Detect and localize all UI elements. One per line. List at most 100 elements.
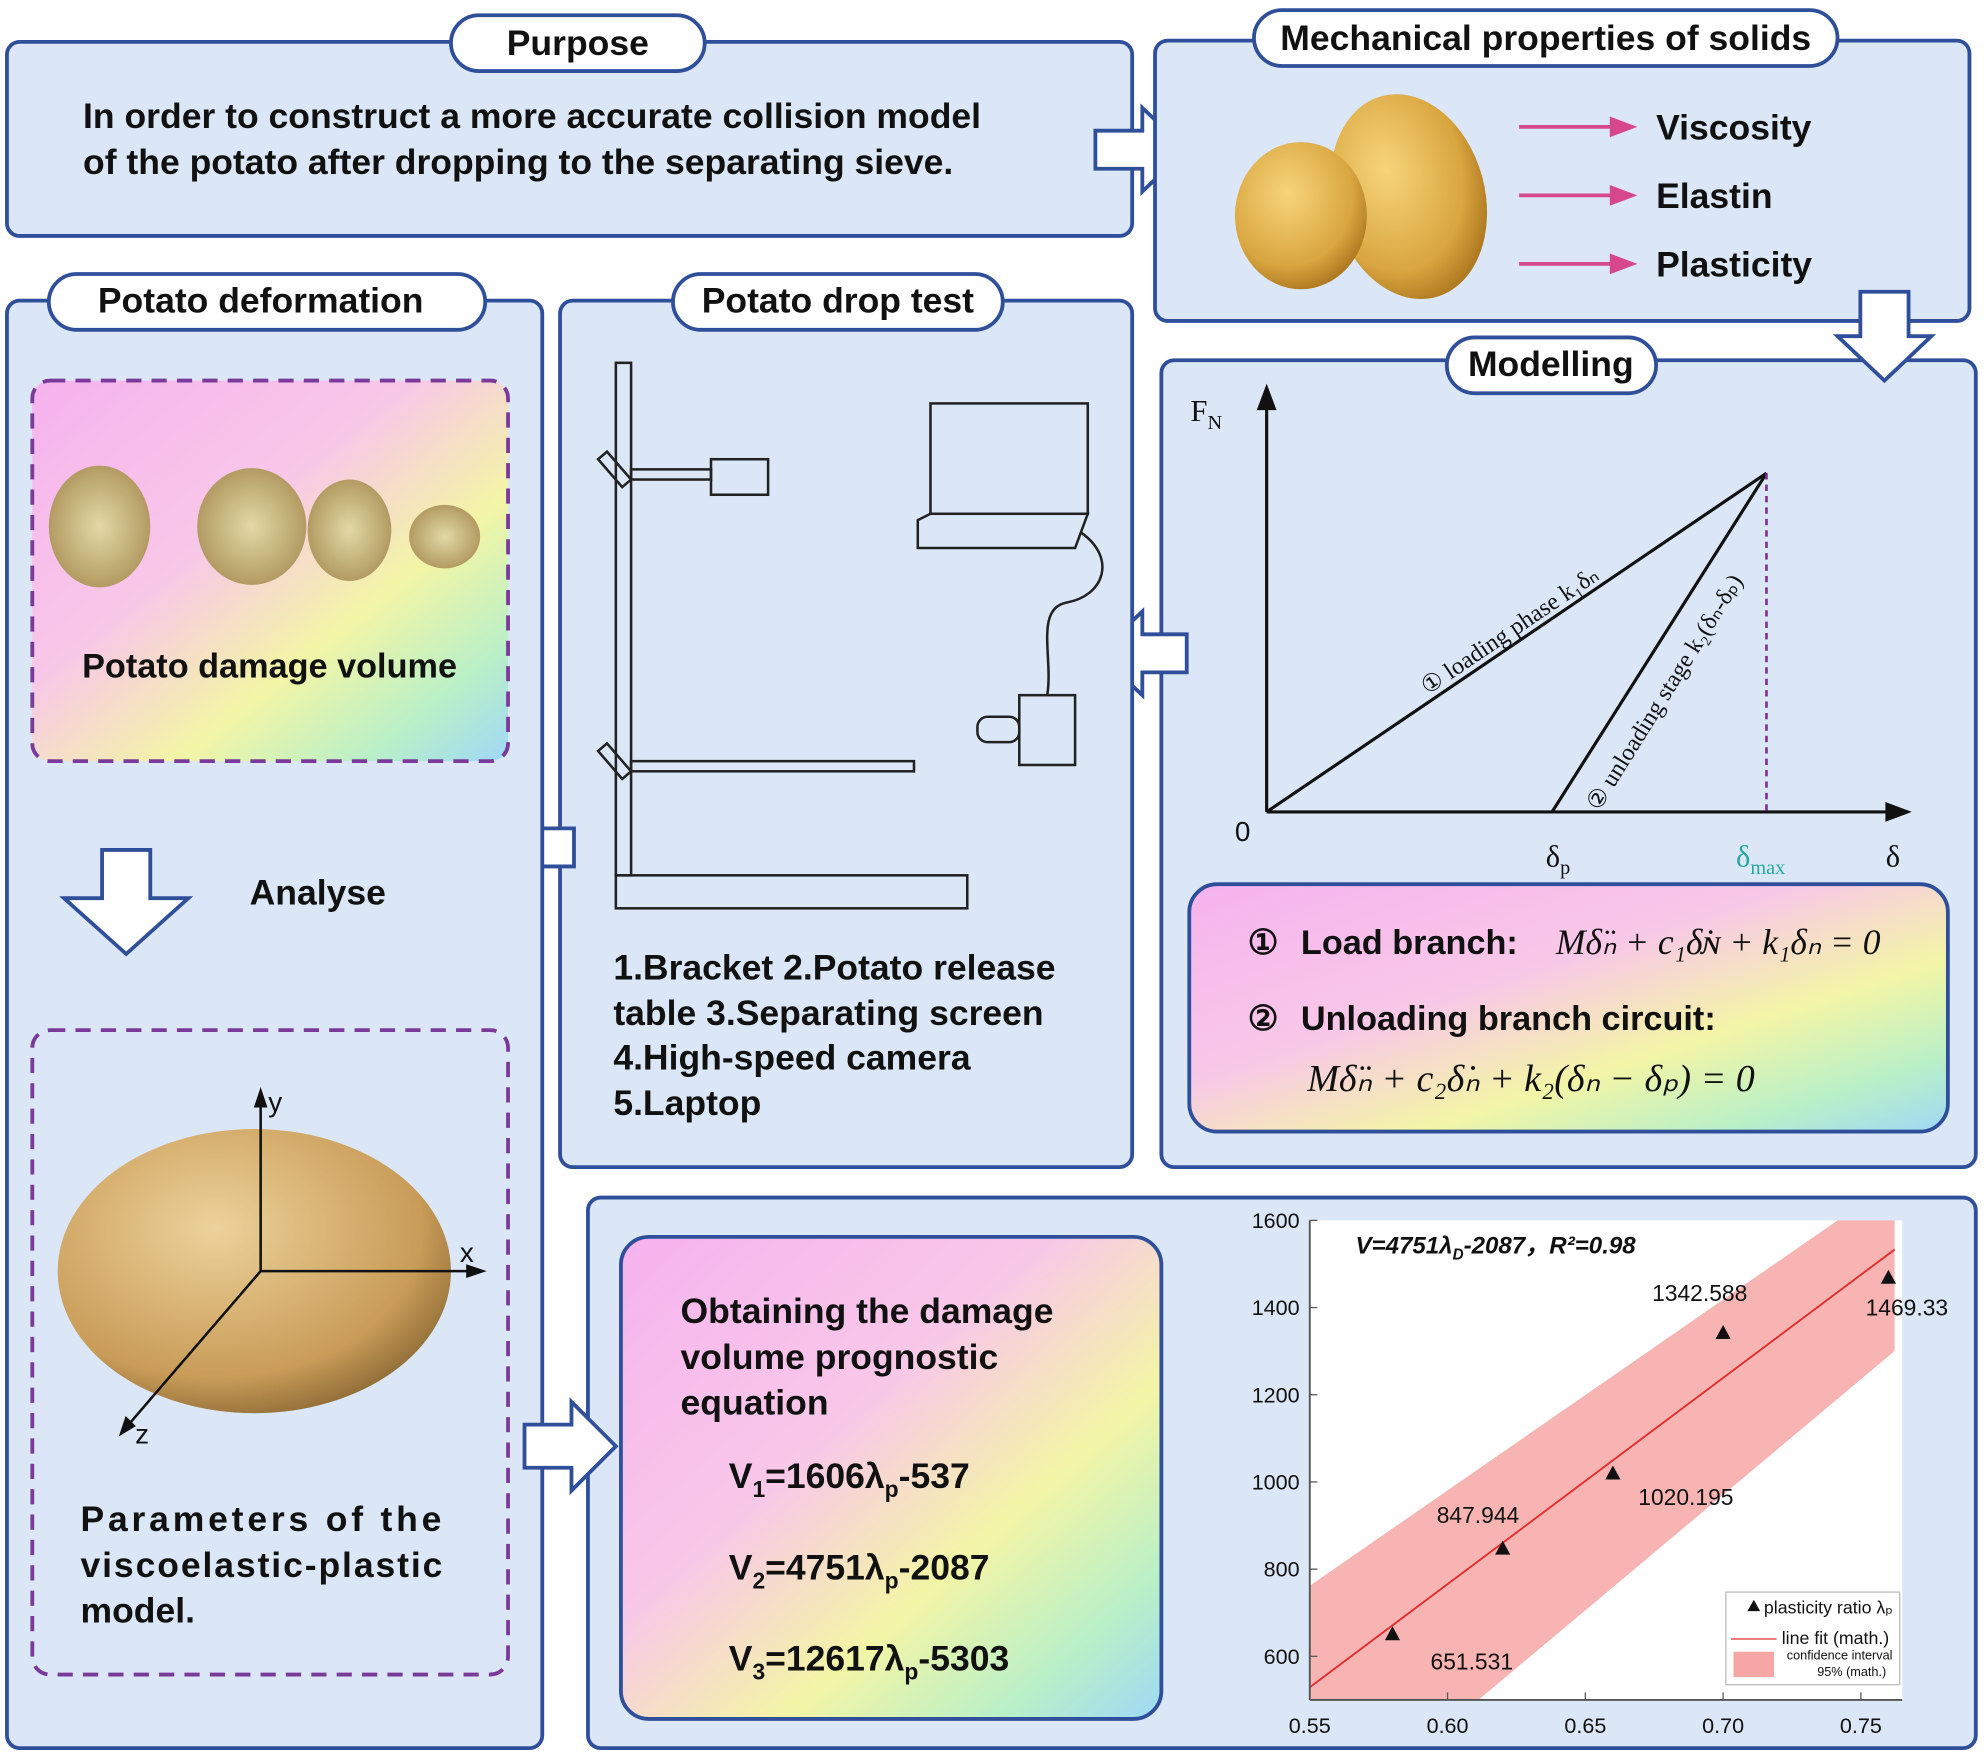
origin: 0 <box>1235 816 1251 847</box>
text: p <box>904 1659 918 1685</box>
pill <box>449 13 707 73</box>
prognosis-title: Obtaining the damage <box>681 1291 1054 1331</box>
equation-label: Load branch: <box>1301 924 1518 962</box>
delta-p: δp <box>1546 839 1570 879</box>
x-tick-label: 0.65 <box>1564 1713 1606 1738</box>
caption: 1.Bracket 2.Potato release <box>613 947 1055 987</box>
text: p <box>885 1567 899 1593</box>
equation-box <box>1187 882 1950 1134</box>
caption: 5.Laptop <box>613 1083 761 1123</box>
data-point <box>1880 1269 1897 1284</box>
parameters-text: model. <box>81 1591 195 1631</box>
data-label: 1342.588 <box>1652 1280 1747 1306</box>
text: =1606λ <box>765 1456 885 1496</box>
mechanical-label: Mechanical properties of solids <box>1280 18 1811 58</box>
arrow <box>522 1397 619 1496</box>
x-tick-label: 0.55 <box>1289 1713 1331 1738</box>
purpose-text: of the potato after dropping to the sepa… <box>83 142 953 182</box>
legend-marker <box>1747 1599 1761 1612</box>
text: F <box>1191 394 1208 428</box>
caption: table 3.Separating screen <box>613 993 1043 1033</box>
data-point <box>1715 1324 1731 1339</box>
fit-line <box>1309 1248 1896 1688</box>
parameters-text: viscoelastic-plastic <box>81 1545 445 1585</box>
fit-equation: V=4751λD-2087，R²=0.98 <box>1355 1232 1636 1263</box>
text: p <box>885 1476 899 1502</box>
text: V=4751λ <box>1355 1232 1452 1259</box>
model-box <box>30 1028 510 1677</box>
data-label: 1020.195 <box>1638 1484 1733 1510</box>
legend-text: line fit (math.) <box>1782 1628 1890 1648</box>
data-point <box>1495 1540 1511 1555</box>
equation: Mδ̈ₙ + c₂δ̇ₙ + k₂(δₙ − δₚ) = 0 <box>1306 1058 1755 1100</box>
apparatus <box>596 361 1104 910</box>
text: 1 <box>752 1476 765 1502</box>
text: δ <box>1546 839 1560 873</box>
potato-image <box>57 1129 451 1414</box>
legend-text: plasticity ratio λₚ <box>1764 1598 1893 1618</box>
text: max <box>1750 857 1785 879</box>
equations: V1=1606λp-537V2=4751λp-2087V3=12617λp-53… <box>729 1456 1009 1685</box>
y-tick-label: 1000 <box>1252 1470 1300 1495</box>
potato-sample <box>48 465 151 588</box>
data-point <box>1605 1465 1621 1480</box>
text: -5303 <box>918 1639 1009 1679</box>
data-label: 1469.33 <box>1866 1294 1949 1320</box>
equation: V1=1606λp-537 <box>729 1456 970 1502</box>
prognosis-title: volume prognostic <box>681 1337 999 1377</box>
potato-sample <box>307 479 392 582</box>
prognosis-title: equation <box>681 1382 829 1422</box>
y-tick-label: 1600 <box>1252 1208 1300 1233</box>
x-tick-label: 0.60 <box>1427 1713 1469 1738</box>
data-label: 651.531 <box>1431 1648 1514 1674</box>
fit-chart: 0.55 0.60 0.65 0.70 0.75 600 800 1000 1200 1400 16… <box>1252 1208 1948 1738</box>
text: 3 <box>752 1659 765 1685</box>
equation: V3=12617λp-5303 <box>729 1639 1009 1685</box>
text: =12617λ <box>765 1639 905 1679</box>
purpose-label: Purpose <box>507 23 649 63</box>
text: V <box>729 1639 753 1679</box>
potato-sample <box>197 468 307 585</box>
y-tick-label: 800 <box>1264 1557 1300 1582</box>
legend-marker <box>1733 1651 1775 1678</box>
equation: Mδ̈ₙ + c₁δ̇ɴ + k₁δₙ = 0 <box>1555 922 1881 962</box>
property: Viscosity <box>1656 108 1812 148</box>
deformation-label: Potato deformation <box>98 281 424 321</box>
data-point <box>1384 1626 1401 1641</box>
text: δ <box>1736 839 1750 873</box>
potato-image <box>1234 142 1367 290</box>
pill <box>671 272 1005 332</box>
pink-arrows <box>1519 116 1638 275</box>
model-axes <box>1256 383 1912 822</box>
equation-label: Unloading branch circuit: <box>1301 1000 1716 1038</box>
legend-text: confidence interval <box>1787 1648 1893 1662</box>
delta-max: δmax <box>1736 839 1785 879</box>
legend-text: 95% (math.) <box>1817 1665 1886 1679</box>
axis-label: x <box>460 1237 474 1268</box>
text: 2 <box>752 1567 765 1593</box>
x-tick-label: 0.75 <box>1840 1713 1882 1738</box>
equation: V2=4751λp-2087 <box>729 1547 990 1593</box>
axis-label: y <box>268 1086 282 1117</box>
analyse-label: Analyse <box>250 873 386 913</box>
marker: ① <box>1248 924 1279 962</box>
parameters-text: Parameters of the <box>81 1499 446 1539</box>
purpose-text: In order to construct a more accurate co… <box>83 96 981 136</box>
potato-axes <box>118 1086 487 1437</box>
text: V <box>729 1547 753 1587</box>
axis-label: z <box>135 1419 149 1450</box>
potato-sample <box>409 504 481 569</box>
potato-image <box>1330 94 1488 300</box>
text: -2087，R²=0.98 <box>1464 1232 1637 1259</box>
pill <box>1444 335 1659 396</box>
property: Elastin <box>1656 176 1772 216</box>
caption: 4.High-speed camera <box>613 1037 971 1077</box>
damage-label: Potato damage volume <box>82 647 457 685</box>
prognosis-box <box>619 1234 1164 1721</box>
text: V <box>729 1456 753 1496</box>
y-tick-label: 1200 <box>1252 1382 1300 1407</box>
y-tick-label: 1400 <box>1252 1295 1300 1320</box>
x-tick-label: 0.70 <box>1702 1713 1744 1738</box>
pill <box>46 272 488 332</box>
drop-test-label: Potato drop test <box>702 281 974 321</box>
